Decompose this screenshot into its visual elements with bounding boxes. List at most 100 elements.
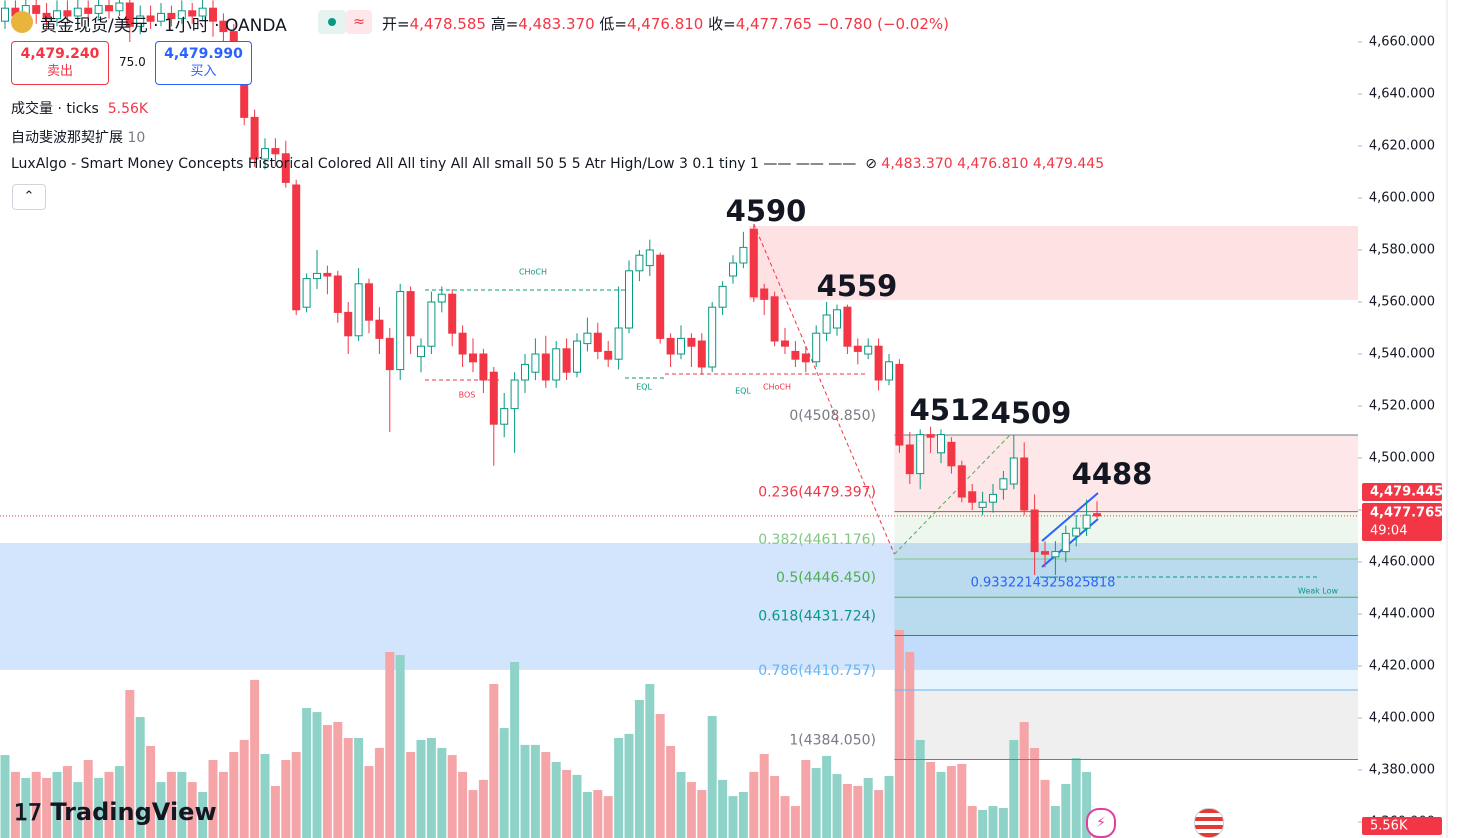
volume-bar [624, 733, 634, 838]
volume-bar [551, 761, 561, 838]
volume-tag-label: 5.56K [1370, 819, 1408, 834]
candle-body [1020, 457, 1029, 511]
ohlc-label: 开= [382, 15, 410, 33]
volume-bar [31, 771, 41, 838]
volume-bar [198, 791, 208, 838]
candle-body [209, 7, 217, 22]
structure-label: EQL [636, 383, 652, 392]
flag-icon[interactable] [1194, 808, 1224, 838]
collapse-button[interactable]: ⌃ [12, 184, 46, 210]
volume-bar [562, 769, 572, 838]
candle-body [365, 283, 373, 321]
y-tick-label: 4,380.000 [1369, 763, 1435, 778]
volume-bar [322, 725, 332, 838]
volume-bar [510, 661, 520, 838]
volume-bar [21, 777, 31, 838]
symbol-icon [11, 11, 33, 33]
legend-value: 4,483.370 [881, 156, 953, 172]
volume-bar [312, 712, 322, 838]
structure-line [753, 223, 895, 555]
candle-body [656, 254, 665, 339]
buy-button[interactable]: 4,479.990 买入 [155, 41, 252, 85]
smc-legend[interactable]: LuxAlgo - Smart Money Concepts Historica… [11, 156, 1105, 172]
candle-body [874, 345, 883, 381]
candle-body [448, 293, 457, 334]
volume-bar [385, 652, 395, 838]
candle-body [63, 10, 72, 17]
change: −0.780 (−0.02%) [816, 15, 950, 33]
candle-body [781, 340, 789, 347]
volume-bar [94, 777, 104, 838]
volume-bar [707, 715, 717, 838]
volume-bar [822, 755, 832, 838]
candle-body [697, 340, 706, 368]
candle-body [375, 319, 384, 339]
ohlc-label: 收= [708, 15, 736, 33]
candle-body [791, 350, 800, 360]
structure-label: EQL [735, 387, 751, 396]
candle-body [1093, 513, 1101, 517]
candle-body [479, 353, 488, 381]
structure-label: BOS [459, 391, 476, 400]
volume-bar [125, 690, 135, 838]
volume-bar [978, 809, 988, 838]
volume-bar [853, 785, 863, 838]
countdown-label: 49:04 [1370, 524, 1407, 539]
volume-bar [718, 779, 728, 838]
candle-body [905, 444, 914, 475]
candle-body [552, 348, 561, 381]
volume-bar [135, 717, 145, 838]
fib-legend[interactable]: 自动斐波那契扩展 10 [11, 127, 145, 147]
legend-value: 4,479.445 [1032, 156, 1105, 172]
volume-bar [666, 745, 676, 838]
legend-value: 10 [127, 130, 146, 146]
candle-body [198, 7, 207, 17]
candle-body [219, 20, 228, 33]
candle-body [32, 5, 41, 14]
fib-label: 1(4384.050) [789, 732, 876, 748]
plot: 0(4508.850) 0.236(4479.397) 0.382(4461.176… [0, 0, 1358, 838]
volume-bar [291, 752, 301, 838]
candle-body [833, 309, 841, 329]
volume-bar [582, 791, 592, 838]
volume-bar [478, 779, 488, 838]
logo: 𝟣𝟩 TradingView [14, 798, 217, 826]
candle-body [333, 275, 342, 313]
zone [748, 226, 1358, 300]
price-axis [1358, 0, 1447, 838]
candle-body [406, 291, 415, 337]
volume-bar [905, 652, 915, 838]
channel-line [1041, 492, 1099, 542]
channel-label: 0.9332214325825818 [971, 576, 1116, 591]
candle-body [916, 434, 925, 475]
structure-label: CHoCH [519, 268, 547, 277]
candle-body [261, 148, 269, 160]
volume-bar [83, 760, 93, 838]
ohlc-label: 高= [490, 15, 519, 33]
replay-icon[interactable]: ⚡ [1086, 808, 1116, 838]
volume-bar [749, 771, 759, 838]
y-tick-label: 4,440.000 [1369, 607, 1435, 622]
y-tick-label: 4,420.000 [1369, 659, 1435, 674]
legend-name: LuxAlgo - Smart Money Concepts Historica… [11, 156, 857, 172]
sell-button[interactable]: 4,479.240 卖出 [11, 41, 109, 85]
volume-legend[interactable]: 成交量 · ticks 5.56K [11, 98, 148, 118]
volume-bar [437, 747, 447, 838]
candle-body [313, 272, 321, 280]
volume-bar [10, 771, 20, 838]
volume-bar [790, 806, 800, 838]
fib-label: 0(4508.850) [789, 408, 876, 424]
candle-body [864, 345, 873, 355]
candle-body [427, 301, 436, 347]
candle-body [635, 254, 644, 272]
candle-body [281, 153, 290, 183]
candle-body [292, 184, 301, 311]
candle-body [729, 262, 737, 277]
volume-bar [676, 771, 686, 838]
status-badge[interactable] [318, 10, 346, 34]
volume-bar [426, 737, 436, 838]
volume-bar [114, 766, 124, 838]
volume-bar [52, 771, 62, 838]
session-badge[interactable]: ≈ [346, 10, 372, 34]
swing-label: 4512 [910, 393, 991, 427]
